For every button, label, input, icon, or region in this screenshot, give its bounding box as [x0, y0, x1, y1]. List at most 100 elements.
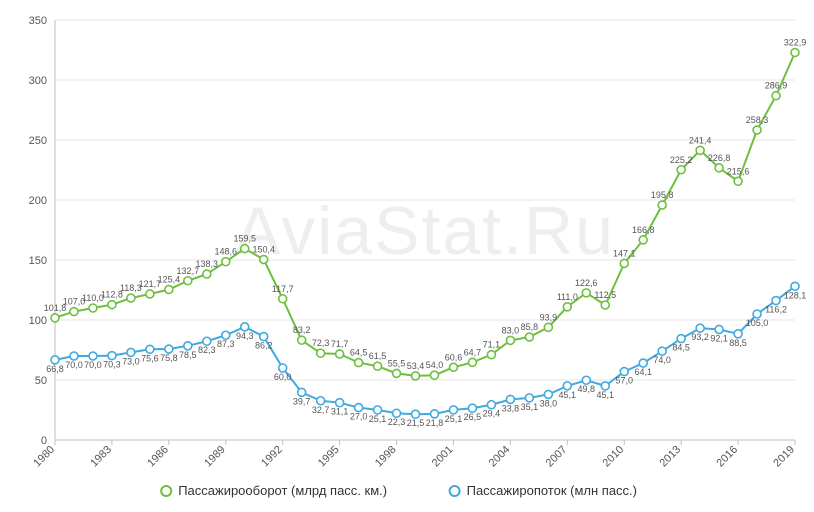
series-marker-flow [582, 376, 590, 384]
series-marker-flow [487, 401, 495, 409]
data-label-turnover: 117,7 [272, 284, 294, 294]
series-marker-flow [601, 382, 609, 390]
series-marker-flow [165, 345, 173, 353]
series-marker-turnover [336, 350, 344, 358]
series-marker-flow [715, 325, 723, 333]
data-label-turnover: 286,9 [765, 81, 788, 91]
series-marker-flow [658, 347, 666, 355]
series-marker-flow [355, 404, 363, 412]
series-marker-turnover [772, 92, 780, 100]
series-marker-flow [260, 333, 268, 341]
data-label-flow: 86,2 [255, 341, 273, 351]
x-tick-label: 2016 [714, 444, 740, 470]
series-marker-flow [696, 324, 704, 332]
data-label-flow: 92,1 [710, 333, 728, 343]
series-marker-turnover [89, 304, 97, 312]
data-label-flow: 45,1 [559, 390, 577, 400]
series-marker-turnover [468, 358, 476, 366]
series-marker-flow [544, 390, 552, 398]
series-marker-turnover [563, 303, 571, 311]
series-marker-flow [298, 388, 306, 396]
data-label-turnover: 64,5 [350, 348, 368, 358]
series-marker-turnover [412, 372, 420, 380]
x-tick-label: 2010 [601, 444, 627, 470]
data-label-flow: 25,1 [445, 414, 463, 424]
data-label-turnover: 71,1 [483, 340, 501, 350]
x-tick-label: 1983 [88, 444, 114, 470]
data-label-flow: 84,5 [672, 343, 690, 353]
series-marker-turnover [601, 301, 609, 309]
series-marker-flow [146, 345, 154, 353]
series-marker-flow [393, 409, 401, 417]
series-marker-turnover [393, 369, 401, 377]
data-label-flow: 64,1 [634, 367, 652, 377]
legend-label: Пассажирооборот (млрд пасс. км.) [178, 483, 387, 498]
data-label-flow: 31,1 [331, 407, 349, 417]
data-label-flow: 82,3 [198, 345, 216, 355]
series-marker-flow [449, 406, 457, 414]
data-label-turnover: 72,3 [312, 338, 330, 348]
y-tick-label: 50 [35, 375, 47, 387]
x-tick-label: 2004 [487, 444, 513, 470]
data-label-turnover: 112,5 [594, 290, 616, 300]
data-label-turnover: 71,7 [331, 339, 349, 349]
data-label-flow: 39,7 [293, 396, 311, 406]
series-marker-flow [184, 342, 192, 350]
data-label-flow: 26,5 [464, 412, 482, 422]
data-label-flow: 21,5 [407, 418, 425, 428]
data-label-turnover: 53,4 [407, 361, 425, 371]
series-marker-turnover [374, 362, 382, 370]
data-label-turnover: 83,0 [502, 325, 520, 335]
data-label-flow: 93,2 [691, 332, 709, 342]
series-marker-turnover [525, 333, 533, 341]
x-tick-label: 1980 [31, 444, 57, 470]
series-marker-turnover [449, 363, 457, 371]
series-marker-flow [772, 297, 780, 305]
series-marker-flow [620, 368, 628, 376]
series-marker-turnover [260, 256, 268, 264]
data-label-flow: 21,8 [426, 418, 444, 428]
data-label-turnover: 215,6 [727, 166, 750, 176]
series-marker-turnover [146, 290, 154, 298]
data-label-turnover: 55,5 [388, 358, 406, 368]
x-tick-label: 2013 [657, 444, 683, 470]
data-label-flow: 49,8 [578, 384, 596, 394]
data-label-turnover: 54,0 [426, 360, 444, 370]
data-label-flow: 88,5 [729, 338, 747, 348]
series-marker-flow [70, 352, 78, 360]
x-tick-label: 2001 [430, 444, 456, 470]
series-marker-flow [279, 364, 287, 372]
data-label-turnover: 122,6 [575, 278, 598, 288]
series-marker-flow [430, 410, 438, 418]
data-label-flow: 74,0 [653, 355, 671, 365]
data-label-turnover: 241,4 [689, 135, 712, 145]
data-label-turnover: 125,4 [158, 275, 181, 285]
data-label-flow: 60,0 [274, 372, 292, 382]
series-marker-flow [525, 394, 533, 402]
series-marker-turnover [544, 323, 552, 331]
legend-marker [161, 486, 171, 496]
data-label-turnover: 61,5 [369, 351, 387, 361]
series-marker-flow [374, 406, 382, 414]
data-label-flow: 45,1 [596, 390, 614, 400]
data-label-flow: 70,3 [103, 360, 121, 370]
series-marker-turnover [51, 314, 59, 322]
data-label-flow: 29,4 [483, 409, 501, 419]
series-marker-turnover [506, 336, 514, 344]
y-tick-label: 300 [29, 75, 47, 87]
watermark: AviaStat.Ru [235, 193, 615, 269]
data-label-turnover: 93,9 [540, 312, 558, 322]
data-label-flow: 38,0 [540, 398, 558, 408]
series-marker-turnover [582, 289, 590, 297]
y-tick-label: 100 [29, 315, 47, 327]
data-label-flow: 94,3 [236, 331, 254, 341]
data-label-turnover: 64,7 [464, 347, 482, 357]
data-label-turnover: 166,8 [632, 225, 655, 235]
data-label-turnover: 111,0 [557, 292, 578, 302]
series-marker-turnover [127, 294, 135, 302]
series-marker-flow [563, 382, 571, 390]
series-marker-flow [734, 330, 742, 338]
series-marker-turnover [487, 351, 495, 359]
data-label-turnover: 150,4 [252, 245, 275, 255]
series-marker-flow [468, 404, 476, 412]
